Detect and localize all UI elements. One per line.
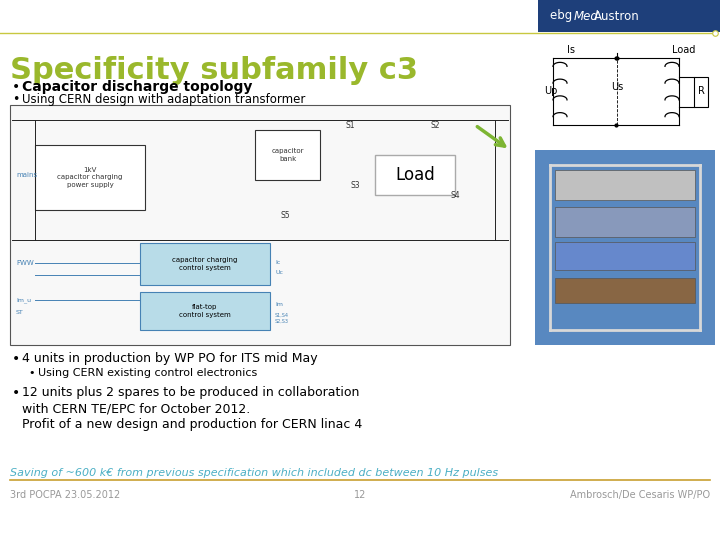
- Text: S1: S1: [346, 120, 355, 130]
- Text: •: •: [12, 386, 20, 400]
- Text: S3: S3: [350, 180, 360, 190]
- FancyBboxPatch shape: [538, 0, 720, 32]
- Text: ebg: ebg: [550, 10, 576, 23]
- Text: Us: Us: [611, 82, 623, 91]
- Text: capacitor charging
control system: capacitor charging control system: [172, 257, 238, 271]
- Text: flat-top
control system: flat-top control system: [179, 304, 231, 318]
- Text: •: •: [12, 80, 20, 94]
- Text: with CERN TE/EPC for October 2012.: with CERN TE/EPC for October 2012.: [22, 402, 251, 415]
- Text: Im: Im: [275, 302, 283, 307]
- Text: Up: Up: [544, 86, 557, 97]
- FancyBboxPatch shape: [555, 207, 695, 237]
- FancyBboxPatch shape: [375, 155, 455, 195]
- Text: ST: ST: [16, 309, 24, 314]
- Text: •: •: [12, 352, 20, 366]
- FancyBboxPatch shape: [555, 242, 695, 270]
- Text: capacitor
bank: capacitor bank: [271, 148, 304, 162]
- Text: Ic: Ic: [275, 260, 280, 266]
- Text: 4 units in production by WP PO for ITS mid May: 4 units in production by WP PO for ITS m…: [22, 352, 318, 365]
- Text: 12 units plus 2 spares to be produced in collaboration: 12 units plus 2 spares to be produced in…: [22, 386, 359, 399]
- Text: •: •: [28, 368, 35, 378]
- Text: mains: mains: [16, 172, 37, 178]
- Text: S1,S4
S2,S3: S1,S4 S2,S3: [275, 313, 289, 323]
- Text: 1kV
capacitor charging
power supply: 1kV capacitor charging power supply: [58, 166, 122, 188]
- Text: FWW: FWW: [16, 260, 34, 266]
- FancyBboxPatch shape: [555, 278, 695, 303]
- Text: 12: 12: [354, 490, 366, 500]
- Text: Specificity subfamily c3: Specificity subfamily c3: [10, 56, 418, 85]
- Text: Uc: Uc: [275, 271, 283, 275]
- FancyBboxPatch shape: [140, 243, 270, 285]
- Text: •: •: [12, 93, 19, 106]
- Text: Load: Load: [672, 45, 696, 55]
- Text: Med: Med: [574, 10, 599, 23]
- FancyBboxPatch shape: [35, 145, 145, 210]
- Text: S5: S5: [280, 211, 290, 219]
- FancyBboxPatch shape: [694, 77, 708, 106]
- FancyBboxPatch shape: [140, 292, 270, 330]
- Text: Using CERN design with adaptation transformer: Using CERN design with adaptation transf…: [22, 93, 305, 106]
- Text: Profit of a new design and production for CERN linac 4: Profit of a new design and production fo…: [22, 418, 362, 431]
- Text: Saving of ~600 k€ from previous specification which included dc between 10 Hz pu: Saving of ~600 k€ from previous specific…: [10, 468, 498, 478]
- FancyBboxPatch shape: [255, 130, 320, 180]
- Text: Austron: Austron: [594, 10, 640, 23]
- Text: Is: Is: [567, 45, 575, 55]
- FancyBboxPatch shape: [555, 170, 695, 200]
- Text: S2: S2: [431, 120, 440, 130]
- Text: S4: S4: [450, 191, 460, 199]
- Text: Im_u: Im_u: [16, 297, 31, 303]
- FancyBboxPatch shape: [10, 105, 510, 345]
- Text: Load: Load: [395, 166, 435, 184]
- Text: Ambrosch/De Cesaris WP/PO: Ambrosch/De Cesaris WP/PO: [570, 490, 710, 500]
- FancyBboxPatch shape: [535, 150, 715, 345]
- Text: Capacitor discharge topology: Capacitor discharge topology: [22, 80, 253, 94]
- Text: 3rd POCPA 23.05.2012: 3rd POCPA 23.05.2012: [10, 490, 120, 500]
- Text: R: R: [698, 86, 704, 97]
- Text: Using CERN existing control electronics: Using CERN existing control electronics: [38, 368, 257, 378]
